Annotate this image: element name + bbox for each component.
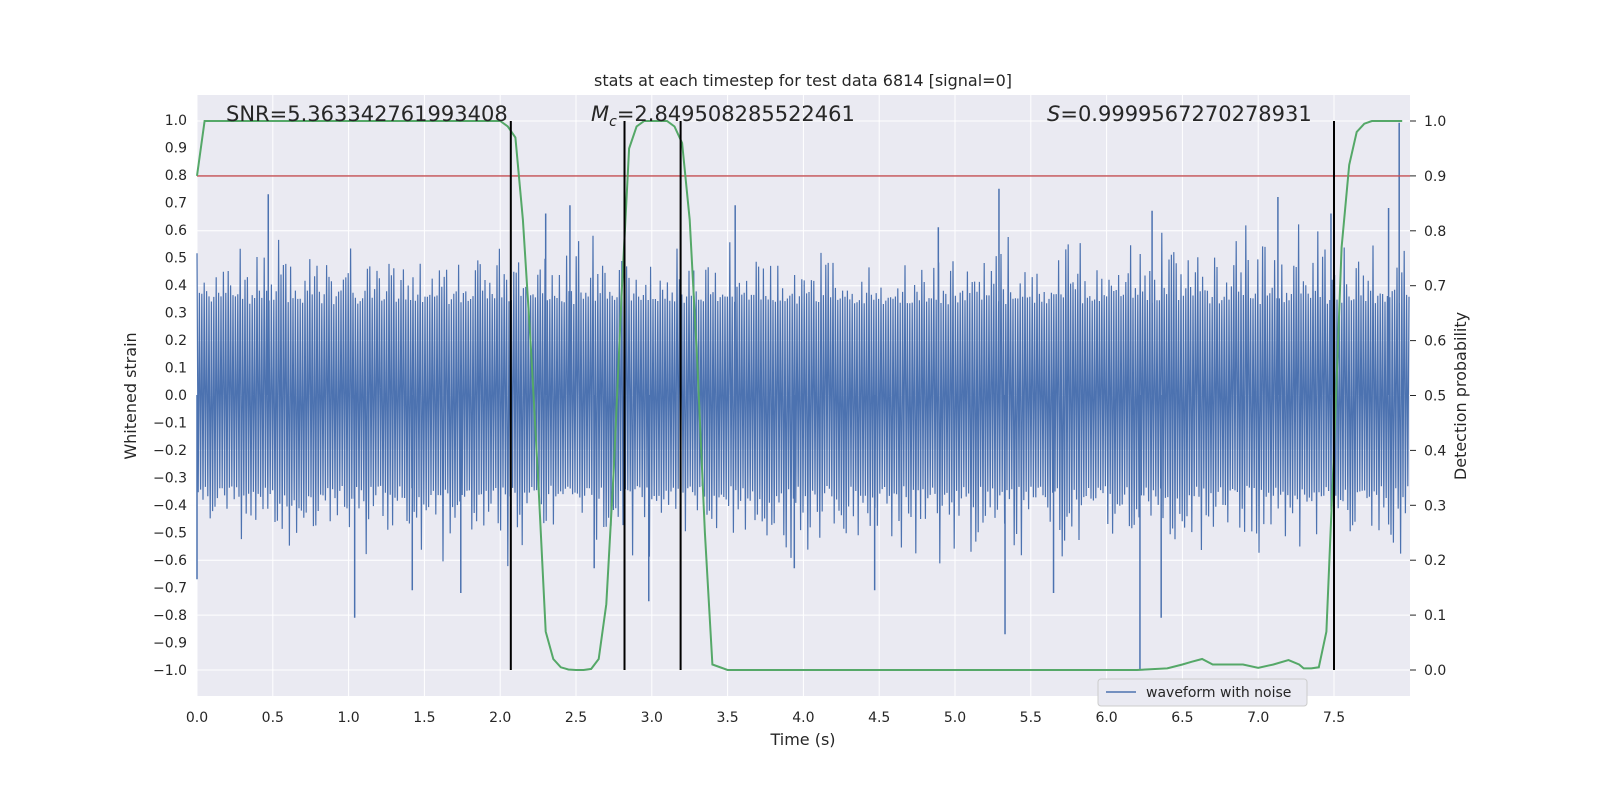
y-tick-label: −1.0 <box>153 663 187 679</box>
x-tick-label: 0.0 <box>186 710 208 726</box>
waveform-noise-trace <box>196 224 1410 567</box>
y2-axis-ticks: 1.0 0.9 0.8 0.7 0.6 0.5 0.4 0.3 0.2 0.1 0.0 <box>1410 114 1446 679</box>
y-tick-label: 0.3 <box>165 306 187 322</box>
y-tick-label: −0.7 <box>153 581 187 597</box>
y-tick-label: 0.0 <box>165 388 187 404</box>
y-tick-label: 0.2 <box>165 333 187 349</box>
chirp-mass-subscript: c <box>609 114 617 130</box>
y-tick-label: −0.2 <box>153 443 187 459</box>
y-tick-label: 0.9 <box>165 141 187 157</box>
x-tick-label: 1.0 <box>337 710 359 726</box>
y2-tick-label: 0.2 <box>1424 553 1446 569</box>
x-tick-label: 6.0 <box>1095 710 1117 726</box>
y-tick-label: −0.9 <box>153 636 187 652</box>
snr-annotation: SNR=5.363342761993408 <box>226 102 508 126</box>
significance-annotation: S=0.9999567270278931 <box>1047 102 1312 126</box>
x-tick-label: 4.0 <box>792 710 814 726</box>
x-tick-label: 2.0 <box>489 710 511 726</box>
y2-tick-label: 0.4 <box>1424 443 1446 459</box>
x-tick-label: 4.5 <box>868 710 890 726</box>
chart-title: stats at each timestep for test data 681… <box>594 71 1012 90</box>
legend-label-waveform: waveform with noise <box>1146 685 1291 701</box>
x-tick-label: 0.5 <box>262 710 284 726</box>
x-tick-label: 2.5 <box>565 710 587 726</box>
y2-tick-label: 0.8 <box>1424 224 1446 240</box>
significance-symbol: S <box>1047 102 1060 126</box>
y-tick-label: 0.6 <box>165 223 187 239</box>
boundary-lines <box>509 121 1335 670</box>
y-axis-title: Whitened strain <box>121 332 140 459</box>
waveform-series <box>196 122 1410 670</box>
y-tick-label: 0.7 <box>165 196 187 212</box>
chirp-mass-value: =2.849508285522461 <box>617 102 855 126</box>
x-tick-label: 6.5 <box>1171 710 1193 726</box>
x-tick-label: 5.0 <box>944 710 966 726</box>
x-tick-label: 1.5 <box>413 710 435 726</box>
x-axis-ticks: 0.0 0.5 1.0 1.5 2.0 2.5 3.0 3.5 4.0 4.5 5.0 5.5 6.0 6… <box>186 710 1345 726</box>
y-tick-label: −0.5 <box>153 526 187 542</box>
y-tick-label: 0.1 <box>165 361 187 377</box>
y2-tick-label: 0.9 <box>1424 169 1446 185</box>
x-tick-label: 7.0 <box>1247 710 1269 726</box>
y2-tick-label: 1.0 <box>1424 114 1446 130</box>
y-axis-ticks: 1.0 0.9 0.8 0.7 0.6 0.5 0.4 0.3 0.2 0.1 0.0 −0.1 −0.… <box>153 113 187 679</box>
legend: waveform with noise <box>1097 678 1308 707</box>
significance-value: =0.9999567270278931 <box>1060 102 1311 126</box>
y-tick-label: −0.8 <box>153 608 187 624</box>
y-tick-label: 0.4 <box>165 278 187 294</box>
y-tick-label: 1.0 <box>165 113 187 129</box>
x-tick-label: 3.0 <box>641 710 663 726</box>
chirp-mass-symbol: M <box>591 102 609 126</box>
y-tick-label: −0.3 <box>153 471 187 487</box>
y-tick-label: −0.1 <box>153 416 187 432</box>
x-tick-label: 3.5 <box>716 710 738 726</box>
x-tick-label: 5.5 <box>1020 710 1042 726</box>
y2-tick-label: 0.3 <box>1424 498 1446 514</box>
probability-series-line <box>196 120 1403 671</box>
y2-tick-label: 0.7 <box>1424 279 1446 295</box>
y-tick-label: −0.4 <box>153 498 187 514</box>
y2-tick-label: 0.5 <box>1424 389 1446 405</box>
y-tick-label: 0.5 <box>165 251 187 267</box>
chirp-mass-annotation: Mc=2.849508285522461 <box>591 102 855 130</box>
y2-tick-label: 0.1 <box>1424 608 1446 624</box>
y2-axis-title: Detection probability <box>1451 312 1470 480</box>
y-tick-label: 0.8 <box>165 168 187 184</box>
legend-box <box>1097 678 1308 707</box>
y2-tick-label: 0.6 <box>1424 334 1446 350</box>
x-axis-title: Time (s) <box>769 730 835 749</box>
x-tick-label: 7.5 <box>1323 710 1345 726</box>
y2-tick-label: 0.0 <box>1424 663 1446 679</box>
y-tick-label: −0.6 <box>153 553 187 569</box>
